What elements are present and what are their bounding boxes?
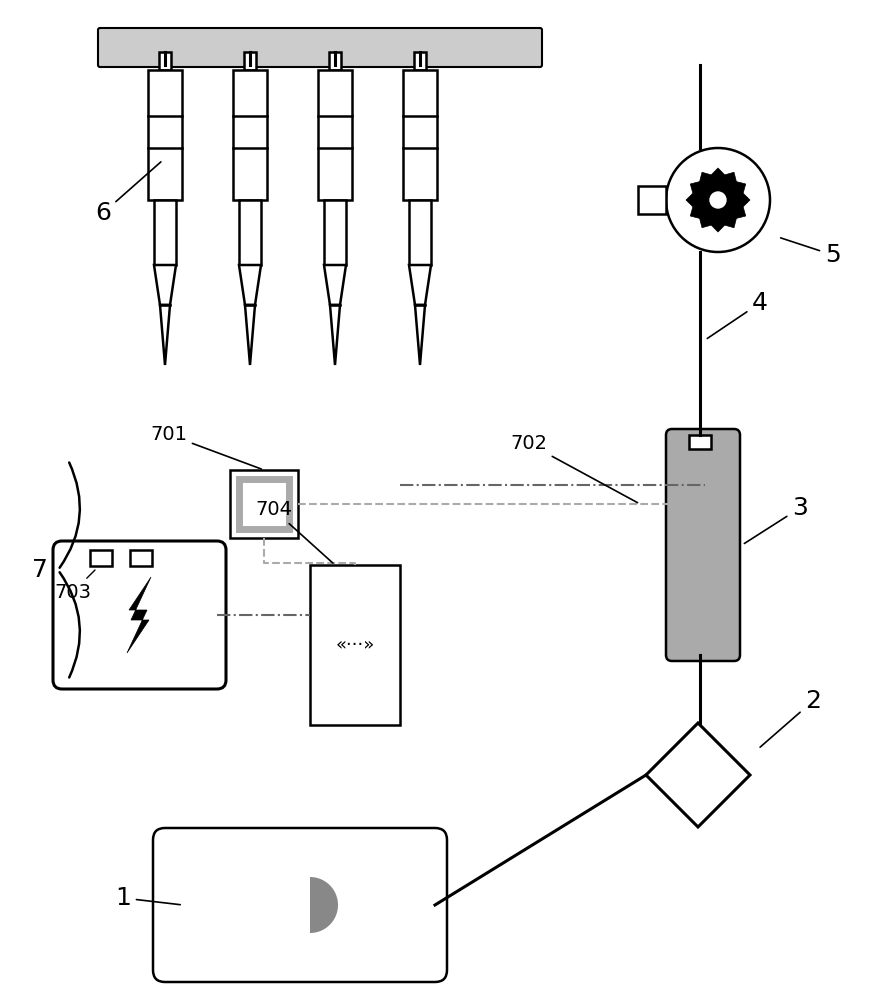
Polygon shape [330, 305, 340, 365]
Bar [90, 550, 112, 566]
Bar [130, 550, 152, 566]
Polygon shape [324, 265, 346, 305]
FancyBboxPatch shape [98, 28, 542, 67]
Polygon shape [239, 265, 261, 305]
Polygon shape [154, 265, 176, 305]
Bar [414, 52, 426, 70]
Bar [403, 70, 437, 200]
Text: 3: 3 [744, 496, 808, 544]
Circle shape [666, 148, 770, 252]
Bar [230, 470, 298, 538]
Text: 2: 2 [760, 689, 821, 747]
Bar [239, 200, 261, 265]
Text: 703: 703 [54, 570, 95, 602]
Text: «···»: «···» [336, 636, 374, 654]
Bar [239, 479, 289, 529]
Polygon shape [160, 305, 170, 365]
Bar [409, 200, 431, 265]
FancyBboxPatch shape [53, 541, 226, 689]
Polygon shape [245, 305, 255, 365]
Polygon shape [409, 265, 431, 305]
Bar [154, 200, 176, 265]
Bar [318, 70, 352, 200]
Bar [638, 186, 666, 214]
Bar [689, 435, 711, 449]
Text: 701: 701 [150, 425, 261, 469]
Bar [324, 200, 346, 265]
Polygon shape [127, 577, 151, 653]
Bar [148, 70, 182, 200]
Polygon shape [310, 857, 338, 933]
Text: 5: 5 [781, 238, 841, 267]
Polygon shape [646, 723, 750, 827]
Polygon shape [686, 168, 750, 232]
Text: 702: 702 [510, 434, 638, 503]
Bar [159, 52, 171, 70]
Bar [310, 565, 400, 725]
Text: 1: 1 [115, 886, 180, 910]
Text: 6: 6 [95, 162, 161, 225]
Text: 4: 4 [707, 291, 768, 338]
Circle shape [710, 192, 726, 208]
FancyBboxPatch shape [153, 828, 447, 982]
Bar [244, 52, 256, 70]
Text: 7: 7 [32, 558, 48, 582]
Polygon shape [415, 305, 425, 365]
Bar [329, 52, 341, 70]
FancyBboxPatch shape [666, 429, 740, 661]
Text: 704: 704 [255, 500, 333, 563]
Bar [233, 70, 267, 200]
